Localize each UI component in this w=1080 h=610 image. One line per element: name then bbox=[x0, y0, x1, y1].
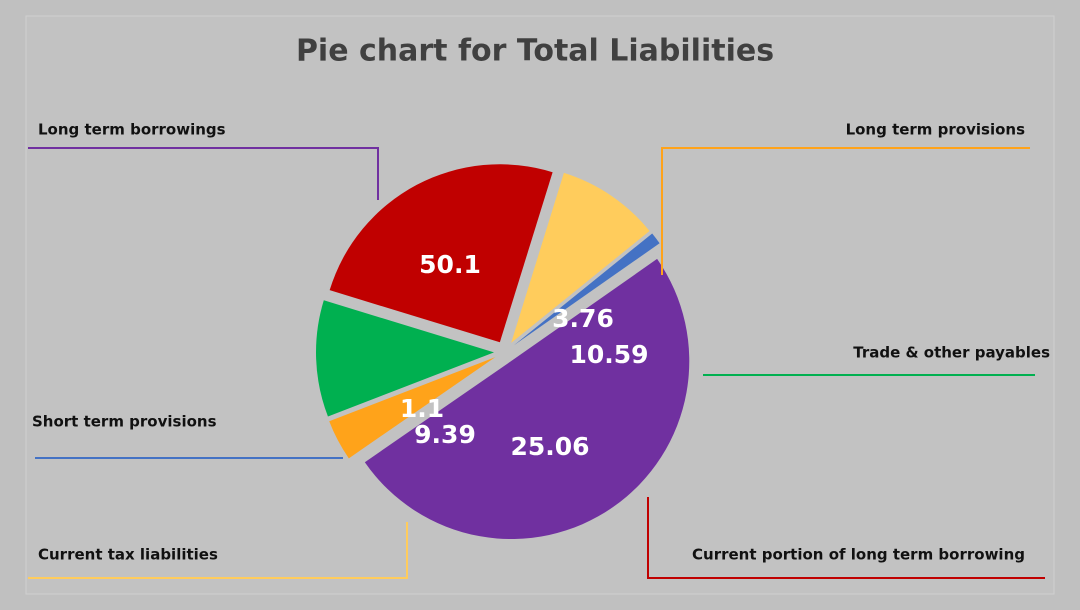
value-label: 10.59 bbox=[569, 340, 648, 369]
pie-slice bbox=[513, 233, 660, 346]
value-label: 9.39 bbox=[414, 420, 476, 449]
leader-line bbox=[28, 147, 379, 200]
chart-title: Pie chart for Total Liabilities bbox=[296, 34, 774, 69]
pie-slice bbox=[316, 300, 495, 417]
category-label: Current tax liabilities bbox=[38, 546, 218, 564]
value-label: 25.06 bbox=[510, 432, 589, 461]
value-label: 50.1 bbox=[419, 250, 481, 279]
value-label: 1.1 bbox=[400, 394, 444, 423]
category-label: Short term provisions bbox=[32, 413, 217, 431]
pie-slice bbox=[329, 357, 496, 459]
pie-slice bbox=[329, 164, 553, 343]
leader-line bbox=[28, 522, 408, 579]
pie-slice bbox=[511, 172, 650, 343]
category-label: Long term provisions bbox=[846, 121, 1026, 139]
category-label: Long term borrowings bbox=[38, 121, 226, 139]
leader-line bbox=[661, 147, 1030, 275]
category-label: Current portion of long term borrowing bbox=[692, 546, 1025, 564]
category-label: Trade & other payables bbox=[853, 344, 1050, 362]
value-label: 3.76 bbox=[552, 304, 614, 333]
leader-line bbox=[647, 497, 1045, 579]
pie-slice bbox=[364, 258, 690, 540]
